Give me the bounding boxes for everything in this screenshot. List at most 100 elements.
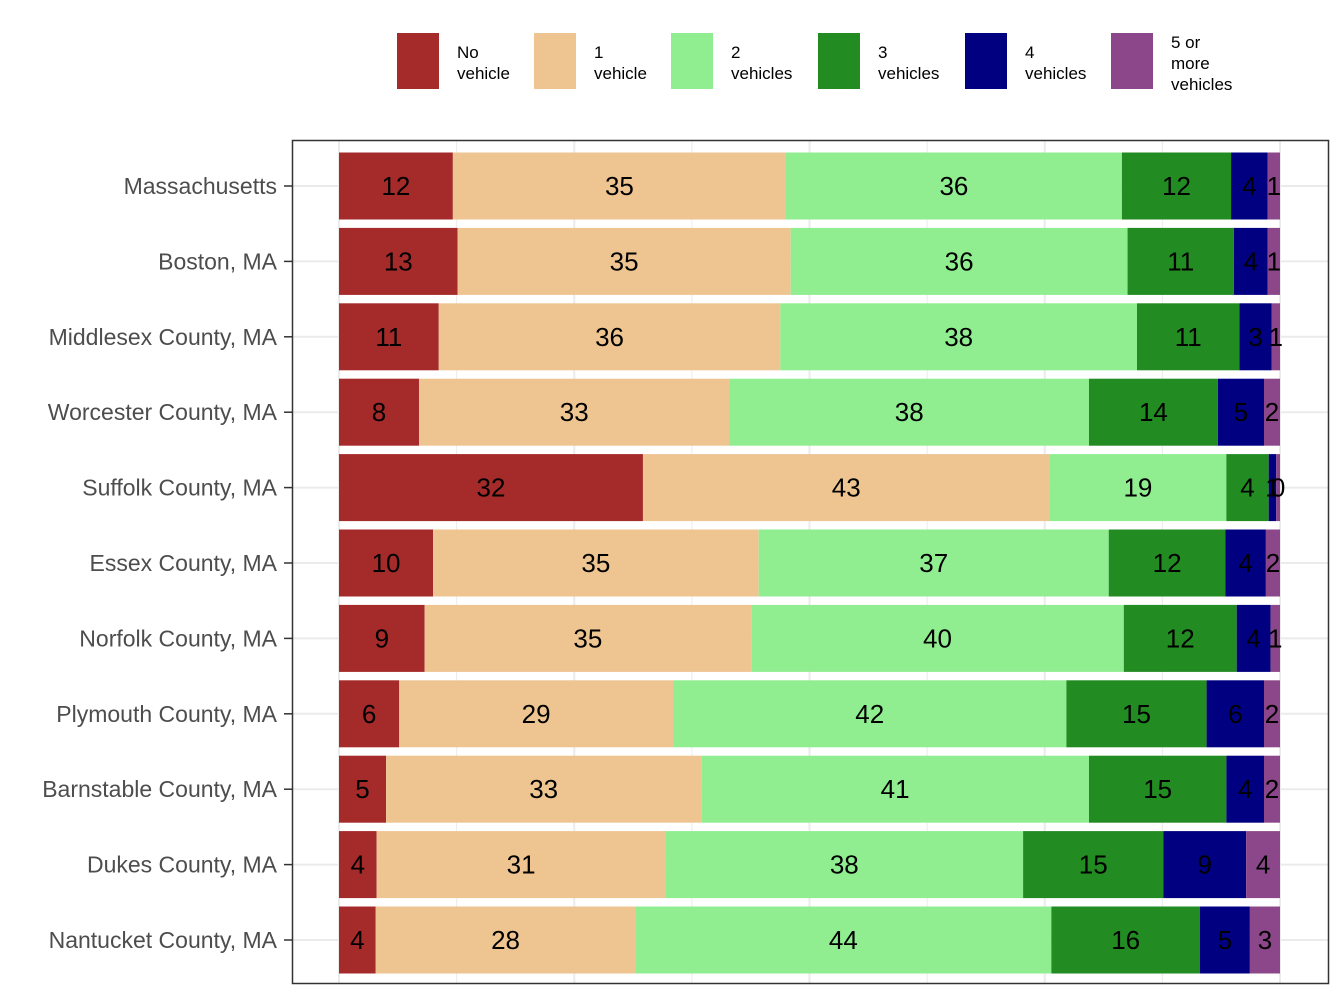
legend-key [671,33,713,89]
bar-segment [339,604,425,672]
bar-segment [1225,529,1266,597]
bar-value-label: 4 [1256,850,1270,880]
category-label: Middlesex County, MA [49,324,278,350]
bar-segment [635,906,1052,974]
plot-panel-border [291,139,1330,985]
bar-value-label: 1 [1267,171,1281,201]
legend-label-line: vehicle [594,64,647,83]
bar-segment [751,604,1124,672]
bar-value-label: 38 [830,850,859,880]
bar-value-label: 8 [372,397,386,427]
bar-value-label: 9 [1197,850,1211,880]
category-label: Massachusetts [124,173,277,199]
bar-segment [729,378,1089,446]
bar-segment [1249,906,1280,974]
category-label: Norfolk County, MA [79,625,277,651]
category-label: Plymouth County, MA [56,701,277,727]
bar-segment [1276,454,1280,522]
bar-segment [1231,152,1268,220]
bar-value-label: 9 [375,623,389,653]
bar-segment [785,152,1122,220]
bar-segment [1270,604,1280,672]
bar-segment [399,680,674,748]
legend-key [1111,33,1153,89]
bar-value-label: 12 [1162,171,1191,201]
bar-value-label: 15 [1122,699,1151,729]
bar-labels: 12 35 36 12 4 113 35 36 11 4 111 36 38 11 3 18 33 38 14 5 23… [350,171,1285,955]
bar-value-label: 11 [1175,322,1202,352]
bar-value-label: 4 [350,925,364,955]
legend-label-line: vehicles [1025,64,1086,83]
bar-value-label: 19 [1123,473,1152,503]
bar-value-label: 1 [1268,623,1282,653]
bar-value-label: 33 [529,774,558,804]
bar-value-label: 41 [881,774,910,804]
bar-segment [1226,755,1265,823]
bar-segment [339,227,458,295]
bar-segment [1217,378,1265,446]
bar-value-label: 3 [1248,322,1262,352]
bar-value-label: 35 [581,548,610,578]
bar-value-label: 36 [595,322,624,352]
bar-segment [1049,454,1227,522]
legend-label-line: vehicles [878,64,939,83]
bar-segment [438,303,781,371]
bar-value-label: 35 [573,623,602,653]
category-label: Boston, MA [158,248,278,274]
bar-segment [642,454,1050,522]
bar-value-label: 42 [855,699,884,729]
bar-value-label: 5 [1234,397,1248,427]
category-label: Dukes County, MA [87,852,278,878]
legend-key [534,33,576,89]
bar-segment [386,755,702,823]
bar-segment [1264,378,1280,446]
bar-segment [1267,227,1280,295]
bar-value-label: 33 [560,397,589,427]
legend-label-line: more [1171,54,1210,73]
bar-value-label: 14 [1139,397,1168,427]
bar-value-label: 2 [1265,774,1279,804]
bar-segment [1233,227,1268,295]
bar-segment [673,680,1067,748]
bar-segment [339,906,376,974]
bar-value-label: 2 [1265,699,1279,729]
bar-value-label: 36 [945,246,974,276]
bar-value-label: 40 [923,623,952,653]
bar-value-label: 12 [1166,623,1195,653]
bar-segment [1226,454,1269,522]
bar-segment [1264,680,1280,748]
bar-value-label: 15 [1079,850,1108,880]
bar-segment [375,906,636,974]
legend-key [397,33,439,89]
bar-segment [1023,831,1164,899]
bar-value-label: 32 [477,473,506,503]
legend-label-line: 3 [878,43,887,62]
bar-value-label: 15 [1143,774,1172,804]
bar-segment [780,303,1137,371]
legend-label-line: 1 [594,43,603,62]
bar-segment [1268,454,1277,522]
bar-value-label: 4 [1238,774,1252,804]
bar-segment [1271,303,1280,371]
bar-value-label: 38 [944,322,973,352]
category-label: Barnstable County, MA [42,776,277,802]
legend-label-line: No [457,43,479,62]
legend-key [965,33,1007,89]
bar-segment [758,529,1109,597]
bar-segment [339,755,387,823]
legend-key [818,33,860,89]
bars [339,152,1280,974]
bar-segment [339,529,434,597]
bar-segment [1246,831,1280,899]
bar-segment [1239,303,1272,371]
bar-value-label: 44 [829,925,858,955]
bar-value-label: 0 [1271,473,1285,503]
bar-value-label: 38 [895,397,924,427]
bar-value-label: 4 [1244,246,1258,276]
bar-segment [701,755,1089,823]
bar-segment [339,152,453,220]
bar-segment [1051,906,1201,974]
bar-segment [1264,755,1280,823]
bar-segment [1236,604,1271,672]
bar-segment [1121,152,1232,220]
